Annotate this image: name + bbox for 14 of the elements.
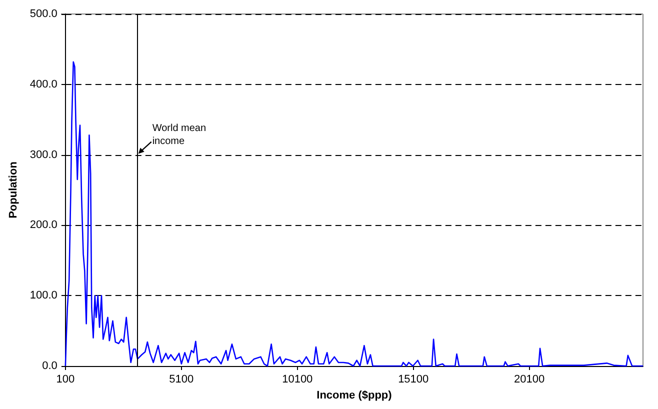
y-axis-title: Population	[8, 161, 20, 218]
y-tick-label: 300.0	[30, 148, 58, 161]
x-tick-label: 20100	[514, 374, 545, 386]
annotation: World mean income	[152, 122, 209, 147]
y-tick-label: 200.0	[30, 219, 58, 232]
x-tick-label: 10100	[282, 374, 313, 386]
y-tick-label: 400.0	[30, 78, 58, 90]
x-tick-label: 5100	[169, 374, 194, 386]
y-tick-label: 100.0	[30, 290, 58, 302]
x-tick-label: 100	[56, 374, 75, 386]
x-axis-title: Income ($ppp)	[316, 390, 392, 402]
y-tick-label: 0.0	[42, 360, 58, 372]
x-tick-label: 15100	[398, 374, 429, 386]
y-tick-label: 500.0	[30, 8, 58, 20]
